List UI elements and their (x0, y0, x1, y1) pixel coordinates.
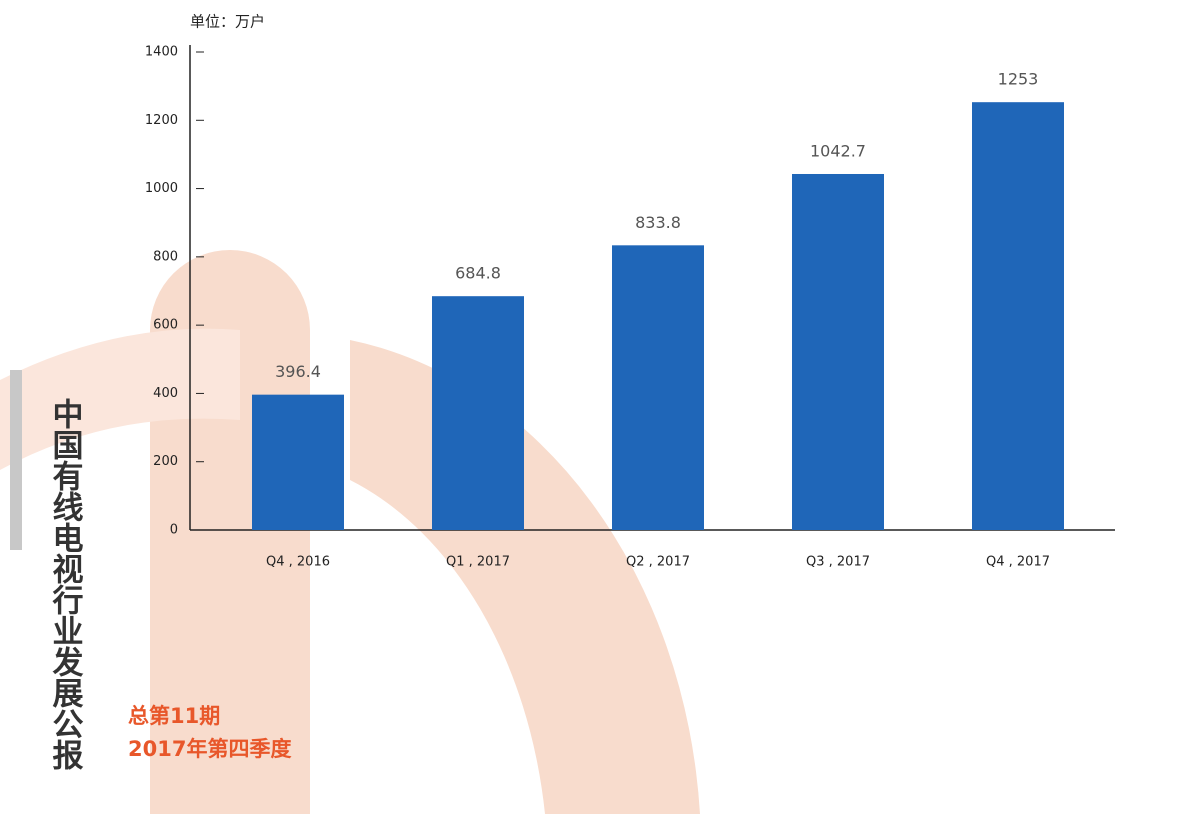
x-tick-label: Q4 , 2017 (986, 555, 1050, 570)
x-tick-label: Q1 , 2017 (446, 555, 510, 570)
bar (432, 296, 524, 530)
bar (972, 102, 1064, 530)
x-tick-label: Q3 , 2017 (806, 555, 870, 570)
y-tick-label: 400 (153, 386, 178, 401)
value-label: 396.4 (275, 362, 321, 381)
period-label: 2017年第四季度 (128, 737, 291, 761)
x-tick-label: Q2 , 2017 (626, 555, 690, 570)
y-tick-label: 1200 (145, 113, 178, 128)
bar (612, 245, 704, 530)
x-tick-label: Q4 , 2016 (266, 555, 330, 570)
value-label: 833.8 (635, 213, 681, 232)
y-tick-label: 600 (153, 318, 178, 333)
y-tick-label: 200 (153, 454, 178, 469)
value-label: 684.8 (455, 264, 501, 283)
y-tick-label: 0 (170, 523, 178, 538)
y-tick-label: 1000 (145, 181, 178, 196)
vertical-title: 中国有线电视行业发展公报 (47, 398, 85, 770)
value-label: 1042.7 (810, 141, 866, 160)
bar (792, 173, 884, 530)
issue-label: 总第11期 (128, 704, 220, 728)
y-axis-unit: 单位：万户 (190, 13, 265, 31)
y-tick-label: 1400 (145, 45, 178, 60)
value-label: 1253 (998, 70, 1039, 89)
y-tick-label: 800 (153, 249, 178, 264)
bar (252, 394, 344, 530)
